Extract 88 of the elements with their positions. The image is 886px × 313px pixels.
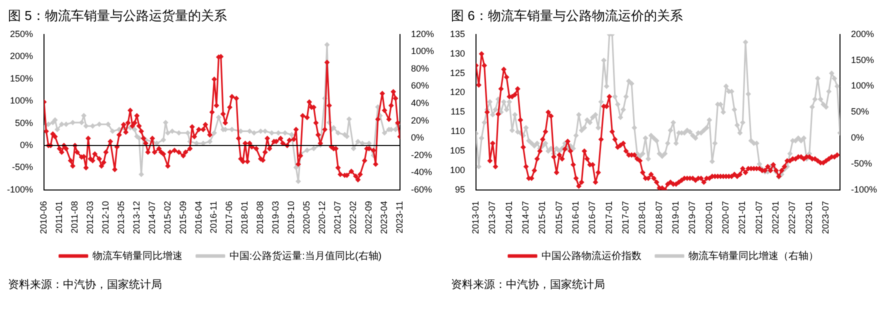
y2-tick-label: 80% — [410, 63, 429, 74]
y-tick-label: 250% — [10, 28, 34, 39]
x-tick-label: 2023-01 — [804, 200, 814, 234]
x-tick-label: 2015-09 — [178, 200, 188, 234]
y-tick-label: 100 — [450, 165, 466, 176]
x-tick-label: 2021-07 — [754, 200, 764, 234]
y2-tick-label: 0% — [410, 132, 424, 143]
text: 资料来源：中汽协，国家统计局 — [450, 278, 606, 292]
text: 资料来源：中汽协，国家统计局 — [7, 278, 163, 292]
y2-tick-label: -60% — [410, 184, 432, 194]
y2-tick-label: -20% — [410, 150, 432, 160]
x-tick-label: 2023-07 — [820, 200, 831, 234]
x-tick-label: 2019-03 — [270, 200, 281, 234]
x-tick-label: 2019-01 — [670, 200, 681, 234]
y-tick-label: 100% — [10, 96, 34, 106]
y2-tick-label: 60% — [410, 80, 429, 91]
x-tick-label: 2016-11 — [208, 200, 219, 234]
x-tick-label: 2019-10 — [286, 200, 296, 234]
x-tick-label: 2018-01 — [637, 200, 648, 234]
x-tick-label: 2015-02 — [162, 200, 172, 234]
y2-tick-label: 120% — [410, 28, 434, 39]
x-tick-label: 2020-07 — [720, 200, 731, 234]
x-tick-label: 2018-08 — [255, 200, 266, 234]
x-tick-label: 2012-03 — [84, 200, 95, 234]
y2-tick-label: 150% — [850, 54, 874, 65]
x-tick-label: 2011-01 — [54, 200, 64, 234]
x-tick-label: 2013-12 — [131, 200, 142, 234]
y2-tick-label: -50% — [850, 158, 872, 169]
x-tick-label: 2014-01 — [504, 200, 514, 234]
x-tick-label: 2018-07 — [654, 200, 664, 234]
y-tick-label: 120 — [450, 87, 466, 98]
y2-tick-label: 200% — [850, 28, 874, 39]
x-tick-label: 2018-01 — [240, 200, 250, 234]
x-tick-label: 2015-07 — [554, 200, 564, 234]
x-tick-label: 2012-10 — [100, 200, 110, 234]
x-tick-label: 2013-07 — [487, 200, 498, 234]
x-tick-label: 2022-07 — [787, 200, 798, 234]
x-tick-label: 2013-01 — [470, 200, 480, 234]
y-tick-label: 95 — [455, 184, 466, 194]
y-tick-label: 200% — [10, 51, 34, 62]
x-tick-label: 2016-01 — [570, 200, 581, 234]
x-tick-label: 2020-05 — [302, 200, 312, 234]
x-tick-label: 2011-08 — [69, 200, 80, 234]
y-tick-label: 105 — [450, 146, 466, 156]
x-tick-label: 2021-07 — [332, 200, 343, 234]
y2-tick-label: 20% — [410, 115, 429, 126]
y2-tick-label: 50% — [850, 106, 869, 117]
x-tick-label: 2021-01 — [737, 200, 748, 234]
x-tick-label: 2020-01 — [704, 200, 714, 234]
y-tick-label: 50% — [15, 118, 34, 128]
legend-label: 中国:公路货运量:当月值同比(右轴) — [229, 250, 382, 262]
legend-label: 物流车销量同比增速（右轴） — [688, 250, 818, 262]
x-tick-label: 2014-07 — [146, 200, 157, 234]
x-tick-label: 2019-07 — [687, 200, 698, 234]
y2-tick-label: 100% — [850, 80, 874, 91]
x-tick-label: 2017-07 — [620, 200, 631, 234]
y-tick-label: 115 — [450, 106, 466, 117]
x-tick-label: 2014-07 — [520, 200, 531, 234]
chart-title: 图 5：物流车销量与公路运货量的关系 — [7, 7, 228, 25]
x-tick-label: 2020-12 — [317, 200, 328, 234]
legend-label: 物流车销量同比增速 — [92, 250, 182, 262]
x-tick-label: 2016-04 — [193, 200, 204, 234]
y-tick-label: -100% — [7, 184, 34, 194]
x-tick-label: 2010-06 — [38, 200, 48, 234]
x-tick-label: 2023-04 — [378, 200, 389, 234]
y-tick-label: 110 — [450, 126, 466, 136]
legend-label: 中国公路物流运价指数 — [542, 250, 642, 262]
x-tick-label: 2022-01 — [770, 200, 781, 234]
y-tick-label: 0% — [20, 140, 34, 150]
y2-tick-label: -40% — [410, 167, 432, 178]
x-tick-label: 2022-09 — [364, 200, 374, 234]
y2-tick-label: 40% — [410, 98, 429, 108]
y2-tick-label: -100% — [850, 184, 877, 194]
y-tick-label: 135 — [450, 28, 466, 39]
y2-tick-label: 0% — [850, 132, 864, 143]
y2-tick-label: 100% — [410, 46, 434, 56]
y-tick-label: 125 — [450, 68, 466, 78]
chart-title: 图 6：物流车销量与公路物流运价的关系 — [450, 7, 684, 25]
y-tick-label: -50% — [12, 162, 34, 172]
y-tick-label: 130 — [450, 48, 466, 58]
x-tick-label: 2016-07 — [587, 200, 598, 234]
x-tick-label: 2015-01 — [537, 200, 548, 234]
y-tick-label: 150% — [10, 73, 34, 84]
x-tick-label: 2013-05 — [116, 200, 126, 234]
x-tick-label: 2022-02 — [348, 200, 358, 234]
x-tick-label: 2017-01 — [604, 200, 614, 234]
x-tick-label: 2023-11 — [394, 200, 404, 234]
x-tick-label: 2017-06 — [224, 200, 234, 234]
